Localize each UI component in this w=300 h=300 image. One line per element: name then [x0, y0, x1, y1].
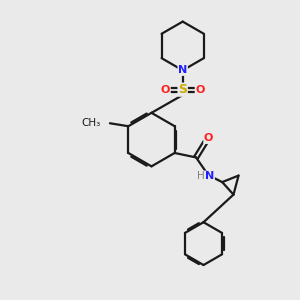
Text: S: S [178, 83, 187, 96]
Text: N: N [205, 171, 214, 181]
Text: H: H [197, 171, 205, 181]
Text: N: N [178, 65, 187, 75]
Text: O: O [204, 134, 213, 143]
Text: CH₃: CH₃ [81, 118, 100, 128]
Text: O: O [161, 85, 170, 95]
Text: O: O [195, 85, 205, 95]
